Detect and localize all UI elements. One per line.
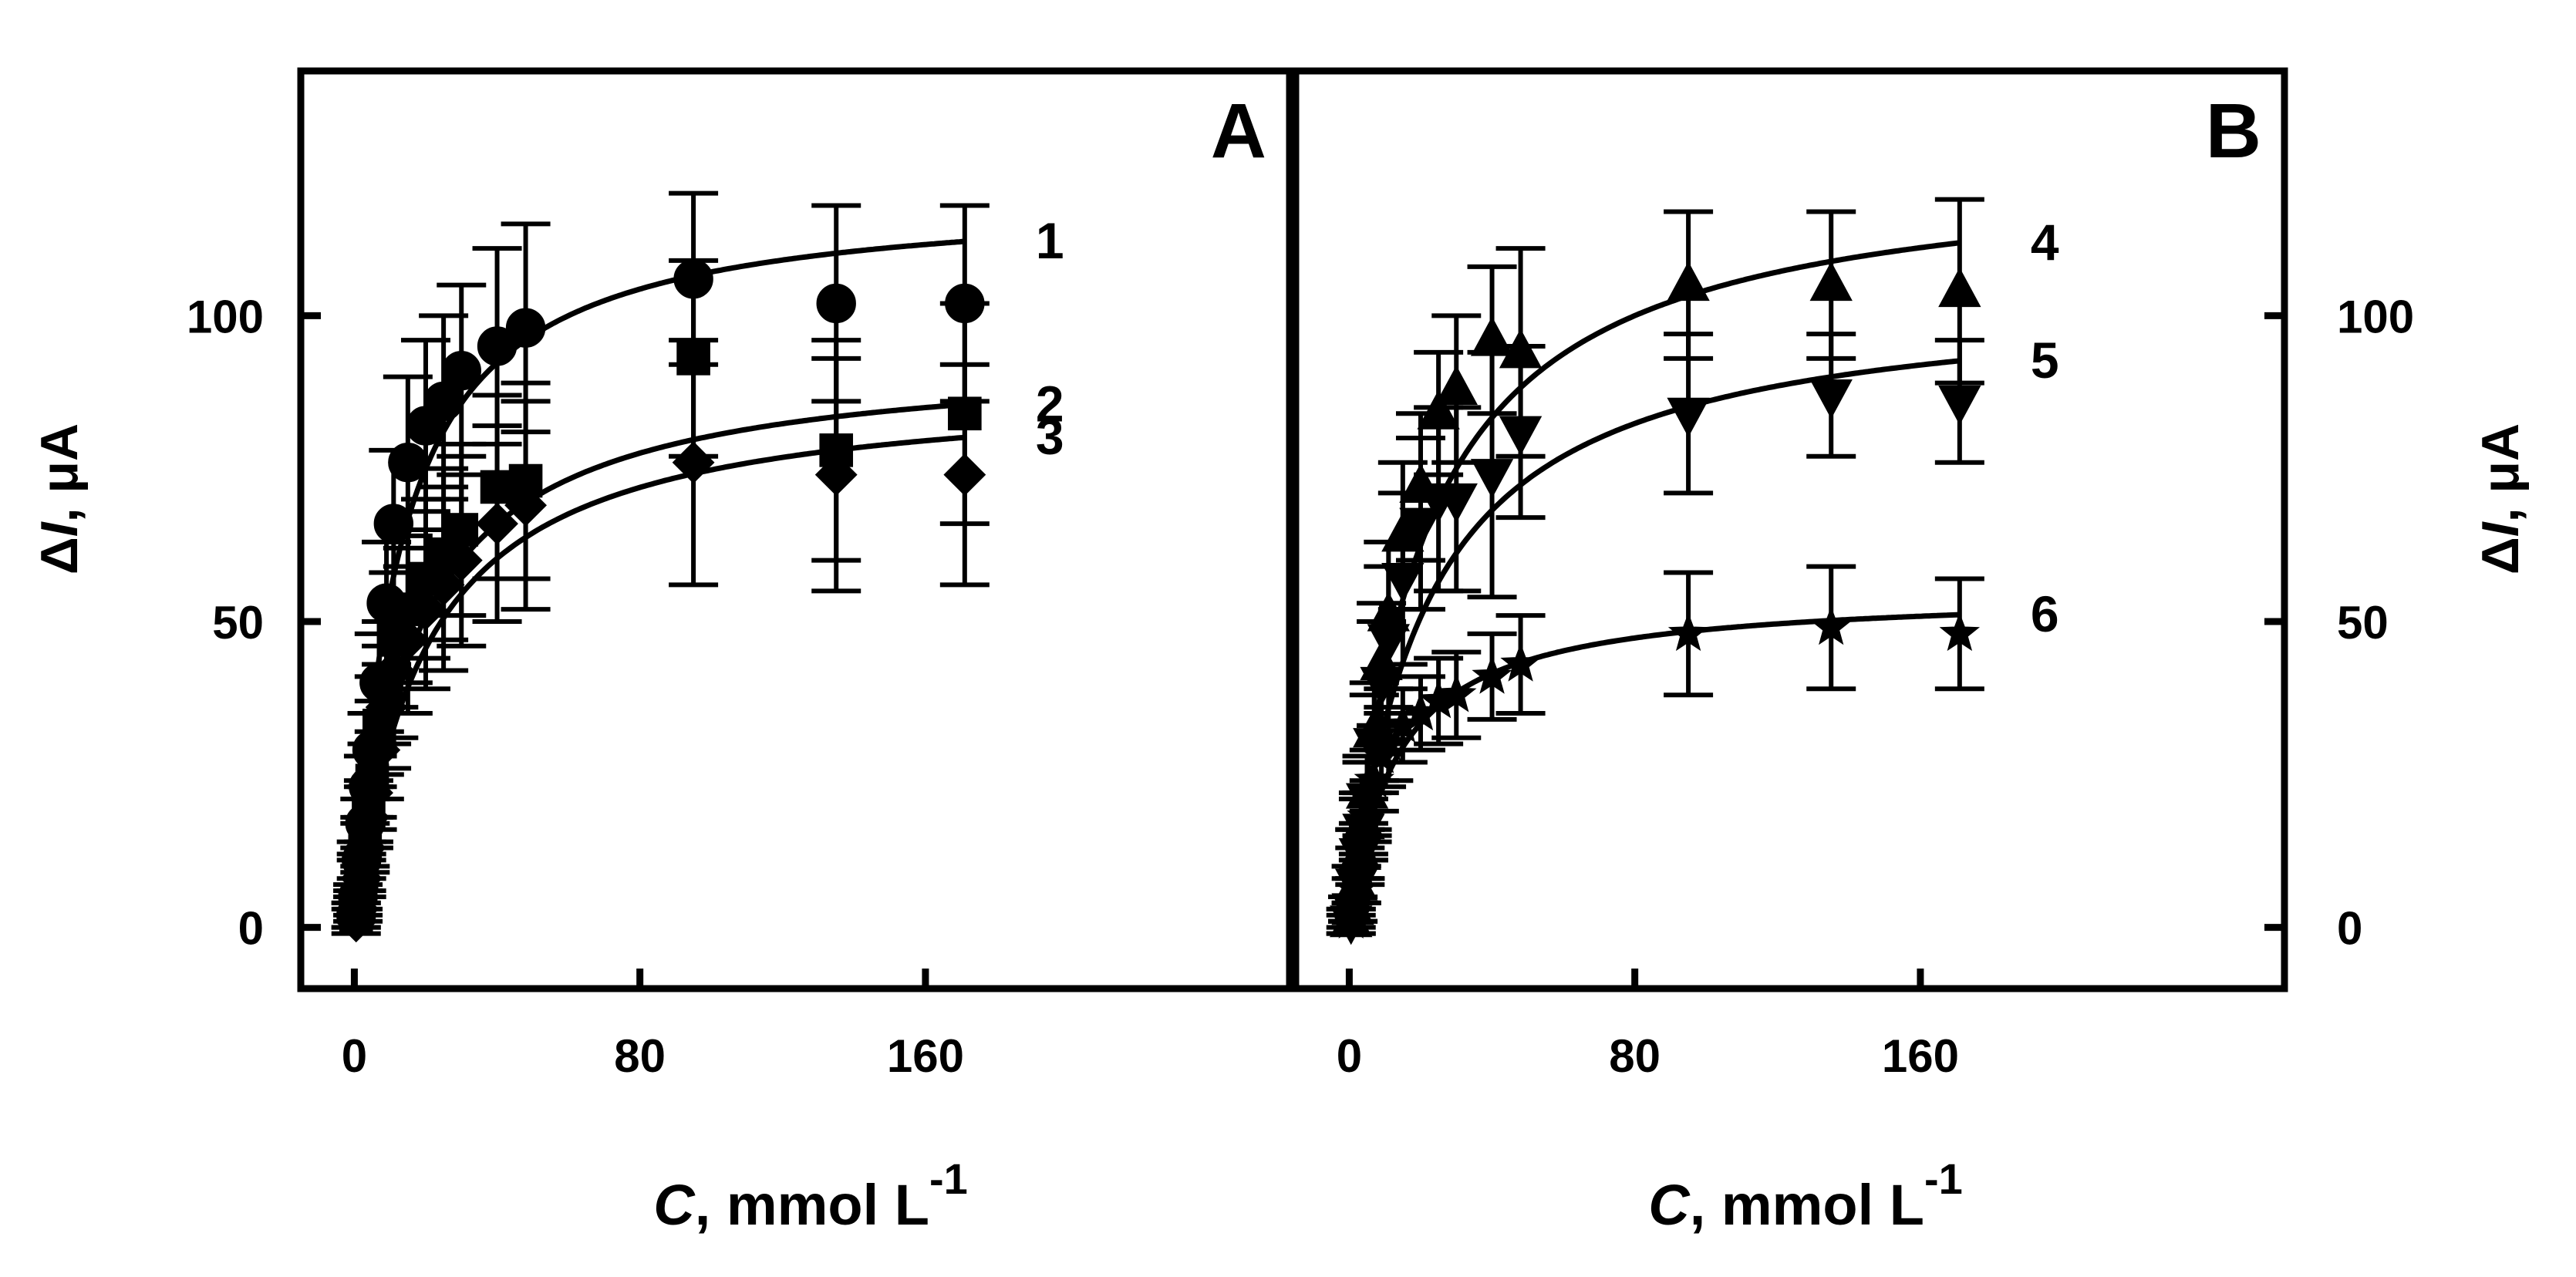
fit-curve-3 bbox=[351, 434, 966, 928]
data-point-3 bbox=[440, 539, 483, 582]
data-point-6 bbox=[1436, 673, 1477, 713]
data-point-6 bbox=[1368, 723, 1409, 761]
panel-a-x-axis-title: C, mmol L-1 bbox=[653, 1154, 968, 1237]
curve-label-3: 3 bbox=[1036, 408, 1064, 465]
data-point-5 bbox=[1499, 416, 1543, 456]
panel-a-y-axis-title-symbol: I bbox=[30, 521, 89, 537]
data-point-5 bbox=[1809, 379, 1853, 419]
panel-a-y-tick-label: 100 bbox=[187, 291, 264, 342]
data-point-3 bbox=[672, 441, 715, 484]
data-point-6 bbox=[1667, 612, 1709, 652]
panel-b-y-tick-label: 0 bbox=[2337, 903, 2362, 955]
data-point-4 bbox=[1809, 261, 1853, 302]
panel-b-x-tick-label: 160 bbox=[1882, 1030, 1959, 1082]
panel-a-y-tick-label: 0 bbox=[238, 903, 264, 955]
data-point-6 bbox=[1500, 642, 1541, 682]
panel-a-y-tick-label: 50 bbox=[212, 597, 264, 649]
data-point-5 bbox=[1381, 562, 1425, 603]
data-point-4 bbox=[1470, 316, 1514, 356]
data-point-6 bbox=[1939, 612, 1981, 652]
curve-label-5: 5 bbox=[2031, 332, 2059, 389]
curve-label-4: 4 bbox=[2031, 214, 2059, 271]
panel-b-letter: B bbox=[2206, 88, 2261, 174]
data-point-3 bbox=[351, 771, 393, 814]
panel-a-series-3: 3 bbox=[331, 338, 1064, 943]
data-point-3 bbox=[422, 563, 465, 606]
panel-b-y-axis-title: ΔI, μA bbox=[2471, 423, 2530, 574]
panel-a-x-axis-title-symbol: C bbox=[653, 1173, 696, 1237]
panel-b-y-axis-title-prefix: Δ bbox=[2471, 537, 2530, 574]
data-point-3 bbox=[943, 453, 986, 497]
panel-a-x-axis-title-exponent: -1 bbox=[929, 1154, 968, 1203]
data-point-1 bbox=[441, 351, 481, 391]
data-point-1 bbox=[373, 504, 414, 544]
panel-a-y-axis-title: ΔI, μA bbox=[30, 423, 89, 574]
data-point-3 bbox=[386, 618, 430, 662]
data-point-3 bbox=[343, 827, 386, 869]
data-point-3 bbox=[358, 729, 401, 772]
panel-b-y-tick-label: 100 bbox=[2337, 291, 2414, 342]
panel-a-letter: A bbox=[1211, 88, 1266, 174]
panel-a-frame bbox=[297, 67, 1293, 992]
panel-a-x-axis-title-unit: , mmol L bbox=[695, 1173, 929, 1237]
data-point-1 bbox=[477, 326, 518, 366]
data-point-6 bbox=[1343, 820, 1384, 859]
data-point-3 bbox=[404, 588, 447, 631]
data-point-6 bbox=[1810, 606, 1852, 645]
data-point-1 bbox=[423, 381, 464, 422]
data-point-1 bbox=[388, 443, 428, 483]
data-point-5 bbox=[1938, 385, 1981, 426]
data-point-3 bbox=[336, 888, 379, 931]
panel-b-x-tick-label: 80 bbox=[1609, 1030, 1661, 1082]
data-point-4 bbox=[1938, 267, 1981, 308]
data-point-6 bbox=[1347, 796, 1387, 835]
panel-b-x-axis-title-unit: , mmol L bbox=[1690, 1173, 1924, 1237]
panel-b-y-axis-title-unit: , μA bbox=[2471, 423, 2530, 523]
curve-label-6: 6 bbox=[2031, 585, 2059, 642]
fit-curve-4 bbox=[1346, 240, 1961, 928]
data-point-3 bbox=[365, 686, 408, 729]
data-point-6 bbox=[1336, 869, 1377, 908]
curve-label-2: 2 bbox=[1036, 375, 1064, 432]
data-point-4 bbox=[1667, 261, 1710, 302]
data-point-6 bbox=[1330, 900, 1371, 939]
data-point-5 bbox=[1367, 624, 1411, 664]
data-point-6 bbox=[1340, 844, 1381, 884]
data-point-3 bbox=[476, 502, 518, 545]
data-point-3 bbox=[814, 453, 858, 497]
panel-b-x-axis-title-symbol: C bbox=[1648, 1173, 1691, 1237]
panel-b-x-axis-title: C, mmol L-1 bbox=[1648, 1154, 1963, 1237]
panel-a-x-tick-label: 0 bbox=[342, 1030, 367, 1082]
data-point-6 bbox=[1354, 759, 1395, 798]
panel-b-frame bbox=[1292, 67, 2288, 992]
data-point-1 bbox=[816, 283, 856, 324]
panel-a-y-axis-title-unit: , μA bbox=[30, 423, 89, 523]
data-point-5 bbox=[1470, 459, 1514, 499]
panel-b: 0 80 160 0 50 100 ΔI, μA C, mmol L-1 B 4 5 6 bbox=[1292, 67, 2530, 1237]
data-point-6 bbox=[1472, 655, 1512, 694]
panel-a-x-tick-label: 160 bbox=[887, 1030, 964, 1082]
fit-curve-5 bbox=[1346, 358, 1961, 928]
panel-b-y-axis-title-symbol: I bbox=[2471, 521, 2530, 537]
panel-b-series-6: 6 bbox=[1326, 564, 2059, 939]
panel-a: 0 80 160 0 50 100 ΔI, μA C, mmol L-1 A 1 23 bbox=[30, 67, 1293, 1237]
data-point-1 bbox=[505, 308, 546, 348]
data-point-5 bbox=[1360, 666, 1403, 707]
data-point-3 bbox=[340, 857, 383, 900]
panel-a-y-axis-title-prefix: Δ bbox=[30, 537, 89, 574]
panel-a-x-tick-label: 80 bbox=[614, 1030, 666, 1082]
data-point-5 bbox=[1399, 507, 1442, 548]
data-point-5 bbox=[1435, 483, 1478, 524]
data-point-3 bbox=[504, 484, 547, 527]
panel-b-x-axis-title-exponent: -1 bbox=[1924, 1154, 1963, 1203]
curve-label-1: 1 bbox=[1036, 212, 1064, 269]
panel-b-y-tick-label: 50 bbox=[2337, 597, 2389, 649]
data-point-5 bbox=[1667, 397, 1710, 437]
data-point-4 bbox=[1435, 365, 1478, 406]
data-point-3 bbox=[372, 649, 415, 692]
panel-b-x-tick-label: 0 bbox=[1337, 1030, 1362, 1082]
